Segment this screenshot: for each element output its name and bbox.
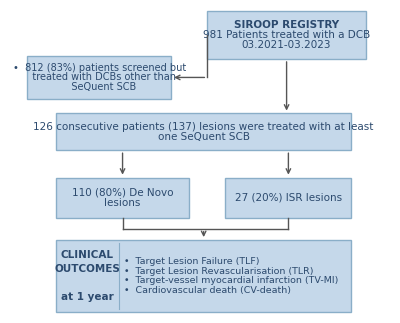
- Text: •  Target Lesion Revascularisation (TLR): • Target Lesion Revascularisation (TLR): [124, 266, 314, 276]
- FancyBboxPatch shape: [225, 178, 352, 217]
- Text: 110 (80%) De Novo: 110 (80%) De Novo: [72, 187, 173, 197]
- Text: 03.2021-03.2023: 03.2021-03.2023: [242, 40, 331, 50]
- Text: •  812 (83%) patients screened but: • 812 (83%) patients screened but: [12, 63, 186, 73]
- Text: CLINICAL
OUTCOMES

at 1 year: CLINICAL OUTCOMES at 1 year: [54, 250, 120, 302]
- FancyBboxPatch shape: [27, 56, 171, 99]
- FancyBboxPatch shape: [56, 240, 352, 312]
- Text: 126 consecutive patients (137) lesions were treated with at least: 126 consecutive patients (137) lesions w…: [34, 122, 374, 132]
- Text: SIROOP REGISTRY: SIROOP REGISTRY: [234, 20, 339, 30]
- Text: 27 (20%) ISR lesions: 27 (20%) ISR lesions: [235, 193, 342, 203]
- FancyBboxPatch shape: [56, 113, 352, 150]
- Text: •  Target-vessel myocardial infarction (TV-MI): • Target-vessel myocardial infarction (T…: [124, 276, 339, 285]
- Text: •  Target Lesion Failure (TLF): • Target Lesion Failure (TLF): [124, 257, 260, 266]
- Text: 981 Patients treated with a DCB: 981 Patients treated with a DCB: [203, 30, 370, 40]
- FancyBboxPatch shape: [56, 178, 189, 217]
- Text: one SeQuent SCB: one SeQuent SCB: [158, 132, 250, 142]
- Text: treated with DCBs other than: treated with DCBs other than: [23, 72, 176, 82]
- FancyBboxPatch shape: [207, 11, 366, 59]
- Text: •  Cardiovascular death (CV-death): • Cardiovascular death (CV-death): [124, 286, 291, 295]
- Text: lesions: lesions: [104, 198, 141, 208]
- Text: SeQuent SCB: SeQuent SCB: [62, 82, 136, 92]
